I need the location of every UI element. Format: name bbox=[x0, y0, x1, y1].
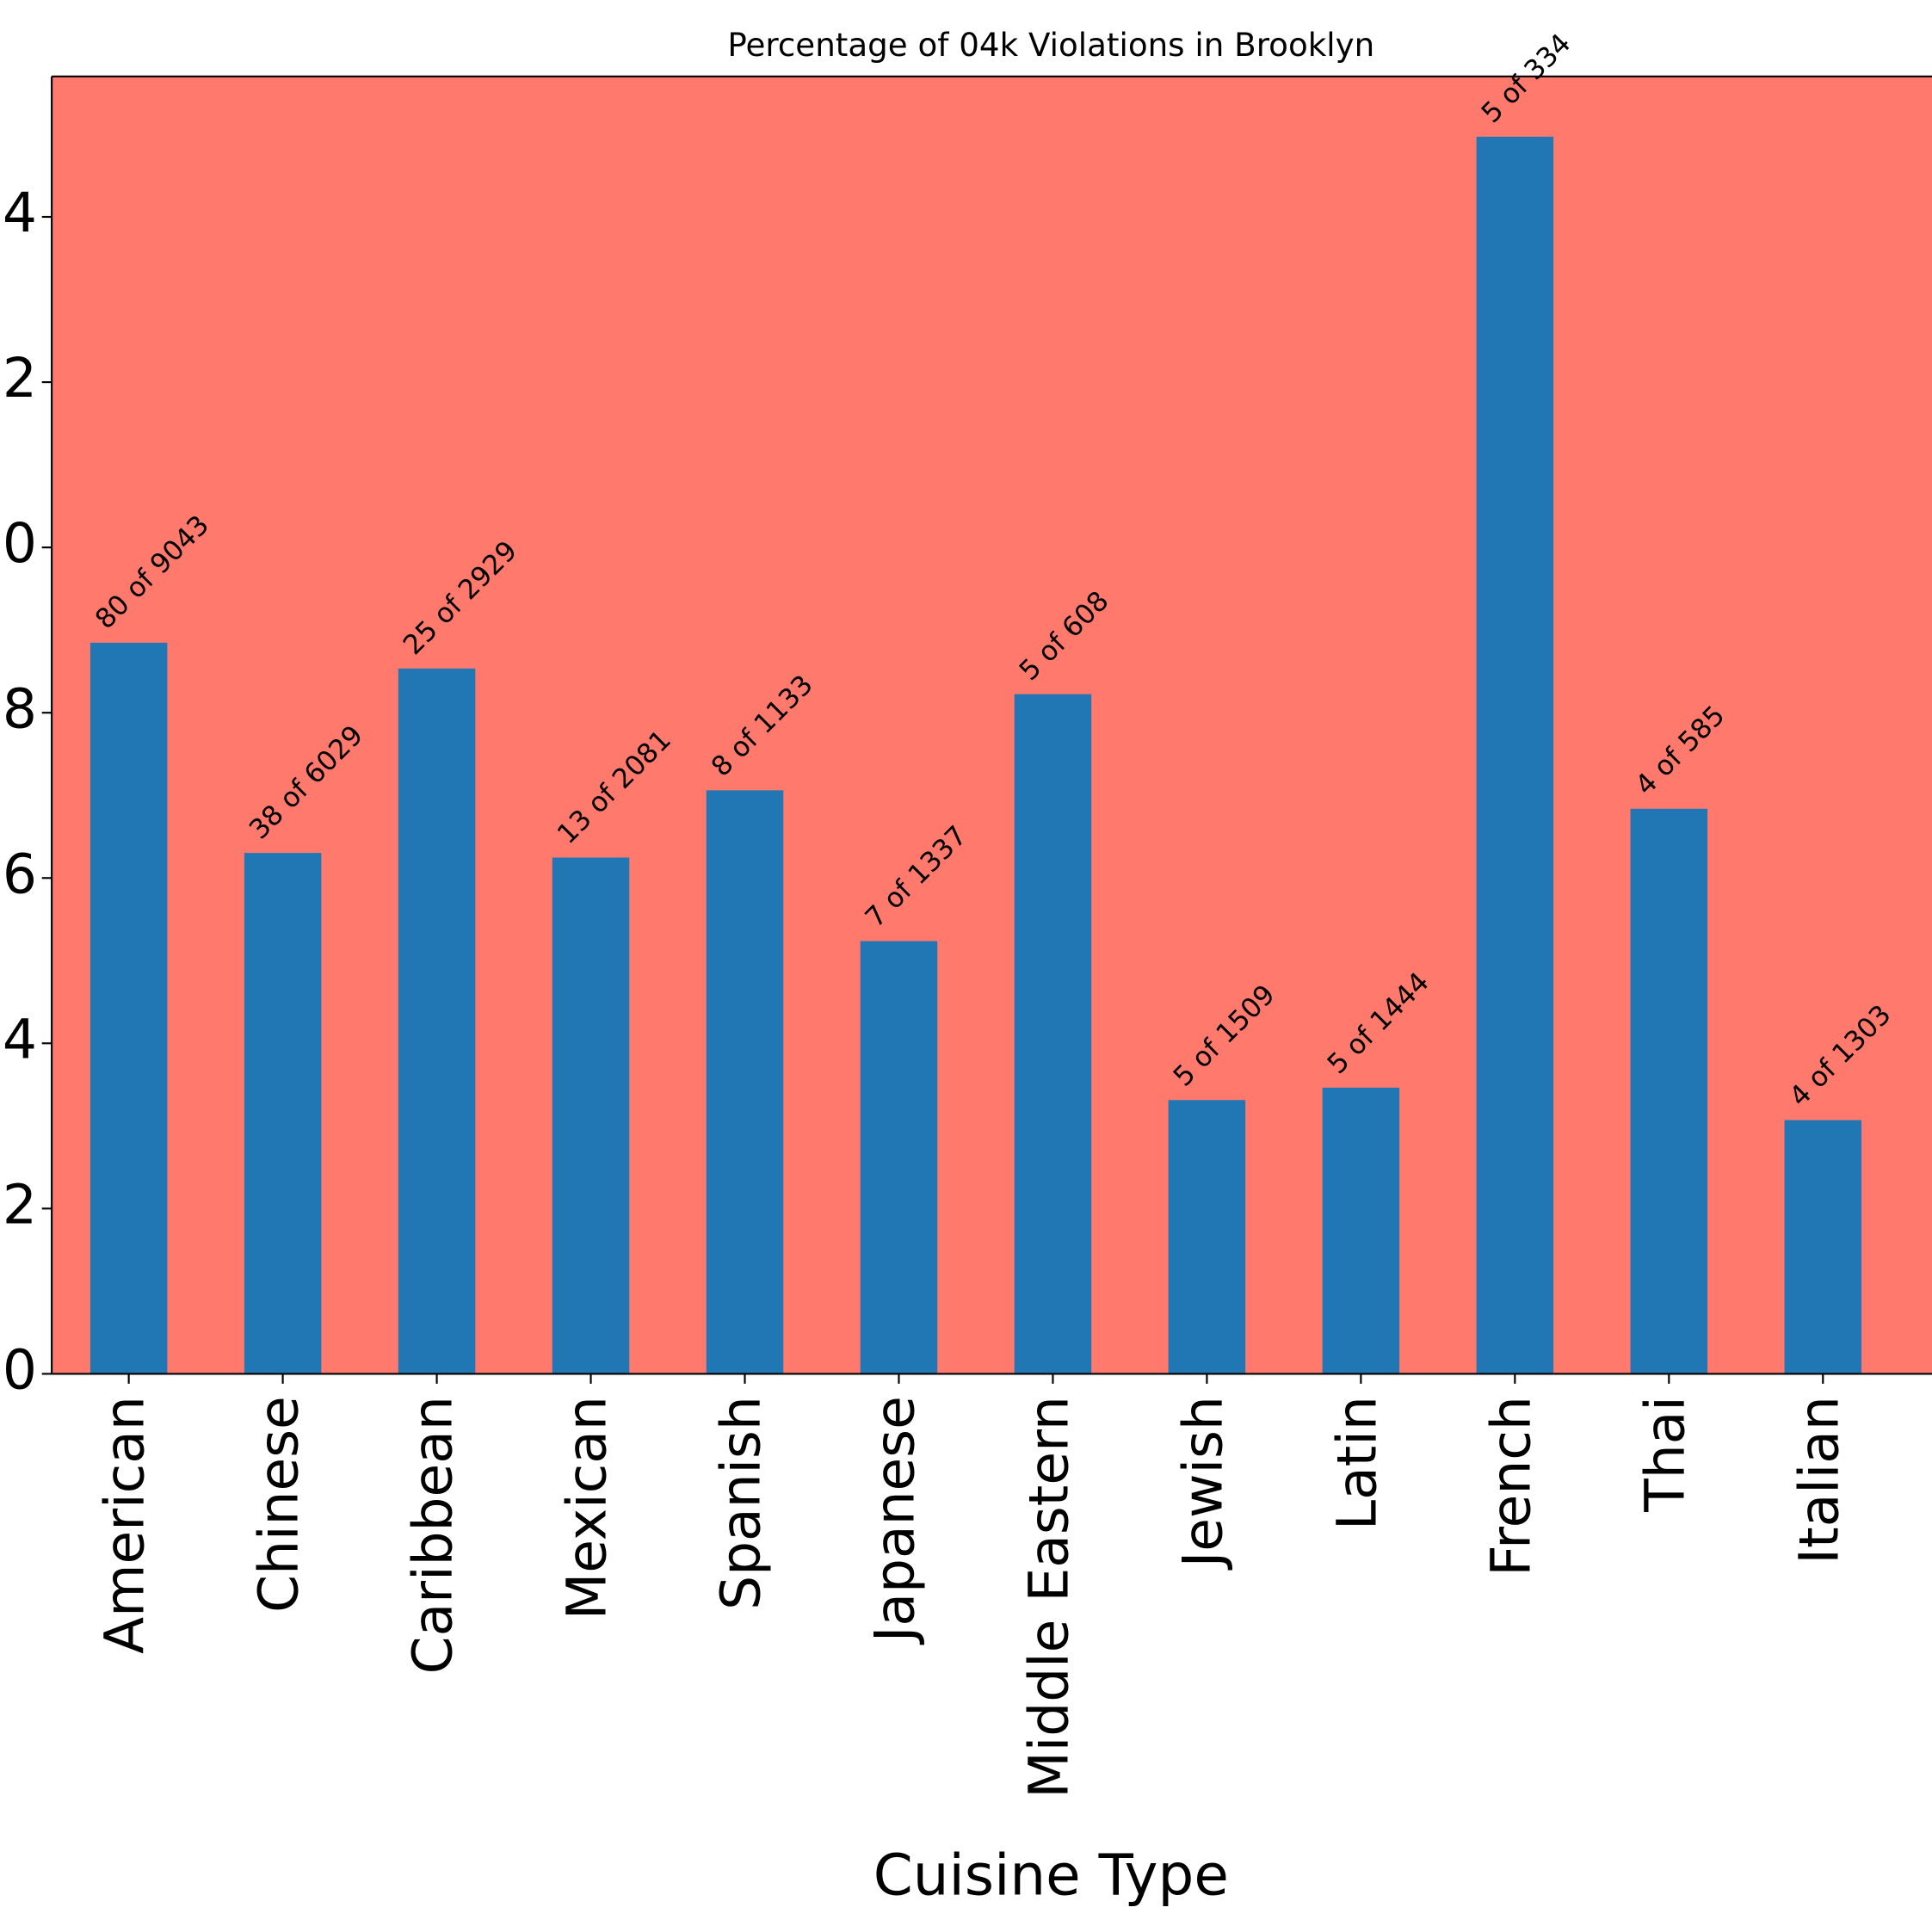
x-tick-label: Caribbean bbox=[402, 1396, 465, 1674]
bar bbox=[398, 668, 476, 1374]
bar bbox=[1014, 694, 1092, 1374]
bar bbox=[90, 642, 168, 1374]
x-tick-label: Japanese bbox=[864, 1396, 927, 1645]
x-tick-label: Latin bbox=[1325, 1396, 1388, 1530]
bar bbox=[706, 790, 784, 1374]
bar bbox=[244, 853, 322, 1374]
y-tick-label: 0.6 bbox=[0, 843, 37, 905]
x-tick-label: Thai bbox=[1633, 1396, 1696, 1513]
x-tick-label: Middle Eastern bbox=[1018, 1396, 1081, 1798]
x-tick-label: Mexican bbox=[556, 1396, 619, 1620]
bar bbox=[1168, 1100, 1246, 1374]
x-tick-label: Jewish bbox=[1171, 1396, 1234, 1571]
chart-title: Percentage of 04k Violations in Brooklyn bbox=[727, 26, 1374, 64]
y-tick-label: 0.0 bbox=[0, 1338, 37, 1401]
x-tick-label: Spanish bbox=[710, 1396, 773, 1610]
bar bbox=[1784, 1120, 1862, 1374]
bar bbox=[552, 857, 630, 1374]
y-tick-label: 1.0 bbox=[0, 512, 37, 575]
x-tick-label: Italian bbox=[1787, 1396, 1850, 1564]
bar bbox=[860, 941, 938, 1374]
y-tick-label: 1.4 bbox=[0, 182, 37, 244]
x-tick-label: Chinese bbox=[248, 1396, 311, 1613]
x-tick-label: French bbox=[1479, 1396, 1542, 1576]
bar bbox=[1630, 808, 1708, 1374]
plot-background bbox=[52, 76, 1932, 1374]
y-tick-label: 1.2 bbox=[0, 347, 37, 410]
x-tick-label: American bbox=[94, 1396, 157, 1654]
bar bbox=[1322, 1087, 1400, 1374]
y-tick-label: 0.8 bbox=[0, 677, 37, 740]
x-axis-label: Cuisine Type bbox=[873, 1842, 1229, 1908]
bar bbox=[1476, 136, 1554, 1374]
y-tick-label: 0.2 bbox=[0, 1173, 37, 1236]
y-tick-label: 0.4 bbox=[0, 1008, 37, 1071]
